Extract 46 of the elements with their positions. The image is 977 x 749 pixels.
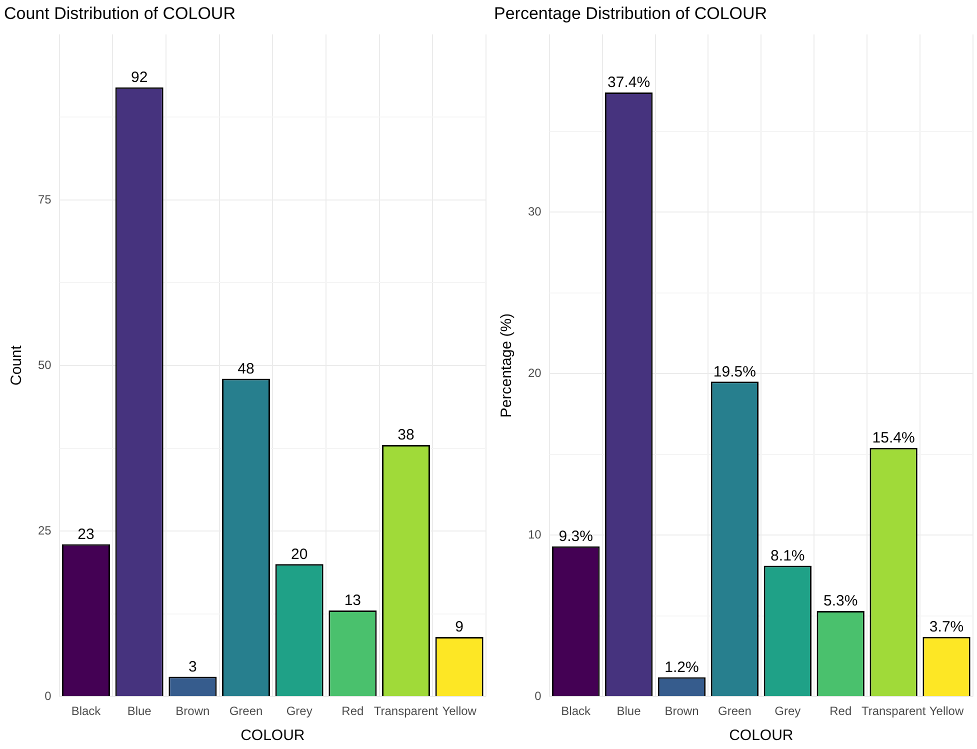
y-tick-label: 10 [528,527,542,542]
y-tick-label: 0 [534,688,542,703]
y-tick-label: 20 [528,366,542,380]
x-tick-label: Grey [774,704,801,718]
data-label: 15.4% [872,430,915,447]
data-label: 23 [78,526,94,543]
x-tick-label: Yellow [929,704,964,718]
x-tick-label: Red [830,704,852,718]
y-tick-label: 25 [38,523,52,538]
data-label: 9.3% [558,528,593,546]
data-label: 13 [344,592,362,610]
x-tick-label: Red [342,704,364,718]
y-axis-title: Percentage (%) [498,313,516,418]
chart-title: Count Distribution of COLOUR [4,4,236,23]
data-label: 20 [290,546,308,563]
x-tick-label: Transparent [374,704,439,718]
data-label: 1.2% [664,658,699,676]
x-tick-label: Yellow [442,704,477,718]
data-label: 48 [238,360,254,378]
chart-title: Percentage Distribution of COLOUR [494,4,768,23]
y-axis-title: Count [8,344,26,386]
x-tick-label: Blue [127,704,152,718]
x-tick-label: Brown [176,704,210,718]
data-label: 19.5% [713,363,756,380]
data-label: 3.7% [929,618,964,636]
data-label: 9 [455,618,464,636]
y-tick-label: 50 [38,358,52,372]
x-tick-label: Black [71,704,102,718]
x-tick-label: Grey [286,704,312,718]
x-tick-label: Green [718,704,752,718]
x-tick-label: Green [229,704,263,718]
y-tick-label: 30 [528,204,542,218]
data-label: 37.4% [608,74,650,92]
x-tick-label: Blue [616,704,642,718]
x-axis-title: COLOUR [240,727,305,744]
x-tick-label: Brown [664,704,699,718]
data-label: 3 [188,658,197,676]
data-label: 92 [131,69,148,86]
data-label: 5.3% [824,592,858,610]
data-label: 38 [398,426,414,444]
data-label: 8.1% [770,547,805,564]
x-tick-label: Transparent [861,704,926,718]
x-tick-label: Black [561,704,592,718]
y-tick-label: 75 [38,192,52,206]
x-axis-title: COLOUR [729,727,794,744]
y-tick-label: 0 [44,688,52,703]
